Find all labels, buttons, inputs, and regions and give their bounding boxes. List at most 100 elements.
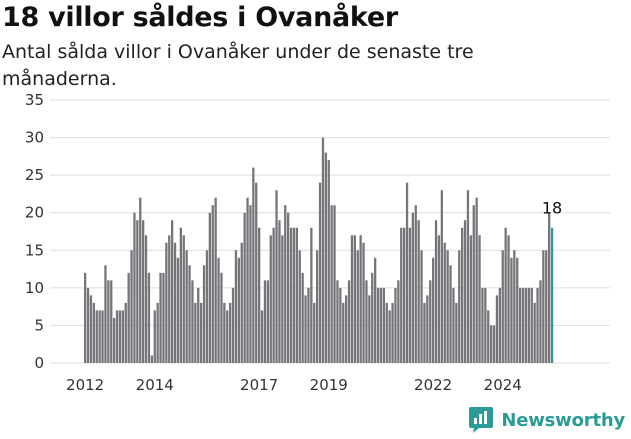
bar bbox=[205, 250, 209, 363]
bar bbox=[530, 287, 533, 363]
bar bbox=[417, 220, 420, 363]
x-tick-label: 2019 bbox=[310, 376, 348, 394]
bar bbox=[475, 197, 478, 363]
bar bbox=[324, 152, 327, 363]
bar bbox=[234, 250, 238, 363]
bar bbox=[452, 287, 455, 363]
bar bbox=[185, 250, 188, 363]
bar bbox=[156, 302, 159, 363]
bar bbox=[200, 302, 203, 363]
bar bbox=[275, 190, 278, 363]
bar bbox=[405, 182, 409, 363]
bar bbox=[527, 287, 530, 363]
bar-latest bbox=[550, 227, 554, 363]
annotations: 18 bbox=[542, 199, 562, 218]
bar bbox=[391, 302, 394, 363]
bar bbox=[365, 280, 368, 363]
bar bbox=[255, 182, 258, 363]
chart-title: 18 villor såldes i Ovanåker bbox=[2, 2, 398, 33]
bar bbox=[179, 227, 182, 363]
bar bbox=[287, 212, 290, 363]
bar bbox=[144, 235, 148, 363]
bar bbox=[243, 212, 246, 363]
bar bbox=[176, 257, 180, 363]
newsworthy-logo-icon bbox=[469, 407, 494, 433]
bar bbox=[301, 272, 304, 363]
bar bbox=[420, 250, 423, 363]
bar bbox=[229, 302, 232, 363]
bar bbox=[539, 280, 542, 363]
bar bbox=[202, 265, 206, 363]
bar bbox=[281, 235, 284, 363]
bar bbox=[182, 235, 185, 363]
x-tick-label: 2017 bbox=[240, 376, 278, 394]
bar bbox=[258, 227, 261, 363]
bar bbox=[89, 295, 93, 363]
x-tick-label: 2014 bbox=[136, 376, 174, 394]
bar bbox=[188, 265, 191, 363]
bar bbox=[171, 220, 174, 363]
bar bbox=[113, 317, 116, 363]
bar bbox=[231, 287, 235, 363]
bar bbox=[478, 235, 481, 363]
bar bbox=[443, 242, 446, 363]
bar bbox=[461, 227, 464, 363]
chart-subtitle: Antal sålda villor i Ovanåker under de s… bbox=[2, 41, 474, 90]
bar bbox=[446, 250, 449, 363]
bar bbox=[310, 227, 313, 363]
bar bbox=[545, 250, 548, 363]
bar bbox=[414, 205, 417, 363]
bar bbox=[513, 250, 516, 363]
y-tick-label: 35 bbox=[25, 91, 44, 109]
bar bbox=[98, 310, 101, 363]
bar bbox=[408, 227, 412, 363]
bar bbox=[350, 235, 354, 363]
bar-series bbox=[84, 137, 554, 363]
x-tick-label: 2022 bbox=[414, 376, 452, 394]
bar bbox=[327, 160, 330, 363]
bar bbox=[226, 310, 229, 363]
bar bbox=[501, 250, 504, 363]
bar bbox=[136, 220, 139, 363]
bar bbox=[104, 265, 107, 363]
bar bbox=[316, 250, 319, 363]
bar bbox=[510, 257, 513, 363]
bar bbox=[304, 295, 307, 363]
bar bbox=[289, 227, 293, 363]
bar bbox=[385, 302, 388, 363]
bar bbox=[246, 197, 249, 363]
bar bbox=[194, 302, 197, 363]
bar bbox=[362, 242, 365, 363]
bar bbox=[86, 287, 90, 363]
bar bbox=[118, 310, 122, 363]
bar bbox=[507, 235, 510, 363]
bar bbox=[284, 205, 287, 363]
bar bbox=[345, 295, 348, 363]
bar bbox=[536, 287, 539, 363]
bar bbox=[368, 295, 371, 363]
x-tick-label: 2024 bbox=[484, 376, 522, 394]
bar bbox=[394, 287, 397, 363]
bar bbox=[498, 287, 501, 363]
bar bbox=[455, 302, 458, 363]
bar bbox=[237, 257, 240, 363]
newsworthy-logo: Newsworthy bbox=[468, 406, 625, 434]
bar bbox=[92, 302, 95, 363]
bar bbox=[318, 182, 322, 363]
bar bbox=[147, 272, 151, 363]
bar bbox=[434, 220, 438, 363]
bar bbox=[150, 355, 153, 363]
bar bbox=[440, 190, 443, 363]
bar bbox=[130, 250, 133, 363]
y-tick-label: 30 bbox=[25, 129, 44, 147]
bar bbox=[336, 280, 339, 363]
bar bbox=[400, 227, 403, 363]
bar bbox=[330, 205, 333, 363]
bar bbox=[481, 287, 484, 363]
bar bbox=[411, 212, 414, 363]
bar bbox=[432, 257, 435, 363]
bar bbox=[240, 242, 243, 363]
bar bbox=[292, 227, 296, 363]
bar bbox=[382, 287, 385, 363]
